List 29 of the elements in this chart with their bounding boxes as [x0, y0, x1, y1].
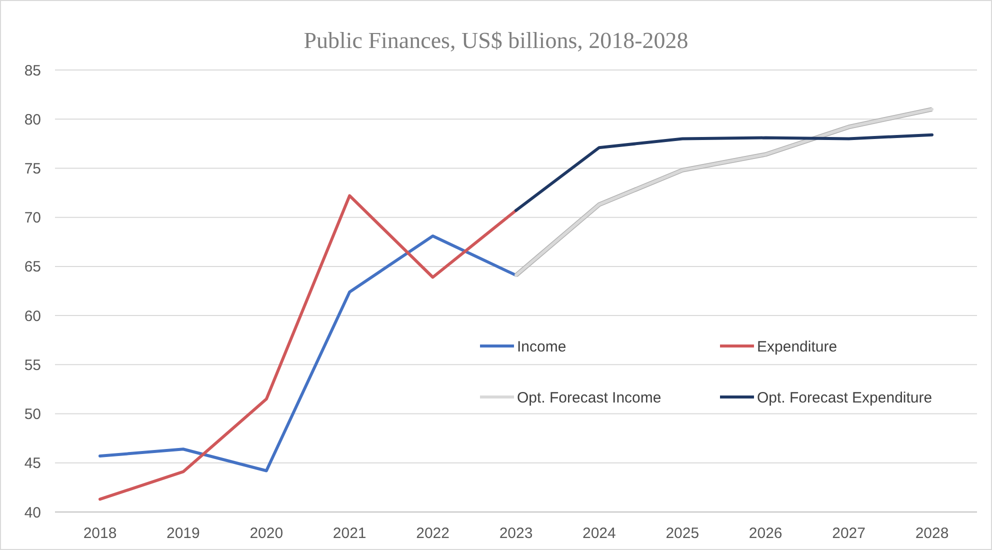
x-tick-label: 2023: [499, 525, 533, 542]
y-tick-label: 60: [24, 308, 41, 325]
x-tick-label: 2028: [915, 525, 949, 542]
line-series: [514, 133, 934, 212]
y-tick-label: 70: [24, 210, 41, 227]
legend-label: Income: [517, 338, 566, 356]
line-series: [98, 234, 518, 472]
x-tick-label: 2020: [250, 525, 284, 542]
y-tick-label: 80: [24, 111, 41, 128]
x-tick-label: 2024: [582, 525, 616, 542]
x-tick-label: 2021: [332, 525, 366, 542]
line-series: [98, 194, 518, 501]
y-tick-label: 45: [24, 455, 41, 472]
legend-label: Opt. Forecast Expenditure: [757, 389, 932, 406]
chart-title: Public Finances, US$ billions, 2018-2028: [304, 28, 688, 53]
legend-label: Opt. Forecast Income: [517, 389, 662, 406]
x-tick-label: 2026: [748, 525, 782, 542]
y-tick-label: 50: [24, 406, 41, 424]
y-tick-label: 85: [24, 62, 41, 80]
y-tick-label: 55: [24, 356, 41, 374]
x-tick-label: 2022: [416, 525, 450, 542]
x-tick-label: 2027: [832, 525, 866, 542]
x-tick-label: 2018: [83, 525, 117, 542]
legend-label: Expenditure: [757, 338, 838, 356]
y-tick-label: 65: [24, 258, 41, 276]
y-tick-label: 75: [24, 160, 41, 178]
x-tick-label: 2019: [166, 525, 200, 542]
x-tick-label: 2025: [666, 525, 700, 542]
y-tick-label: 40: [24, 504, 41, 522]
